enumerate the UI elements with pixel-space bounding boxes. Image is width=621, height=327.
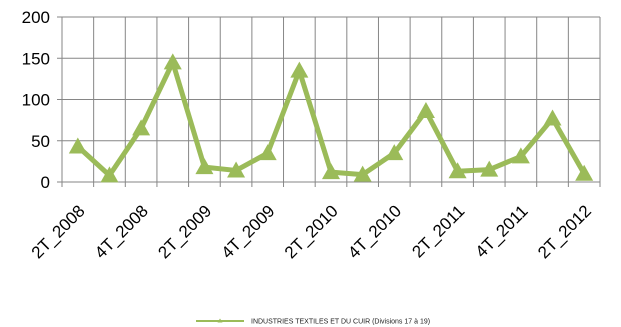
data-point-marker bbox=[511, 147, 530, 164]
series-group bbox=[68, 53, 594, 183]
x-tick-label: 4T_2010 bbox=[344, 201, 405, 262]
x-tick-label: 2T_2009 bbox=[154, 201, 215, 262]
y-tick-label: 0 bbox=[41, 173, 50, 192]
series-line bbox=[76, 59, 587, 178]
data-point-marker bbox=[100, 166, 119, 183]
data-point-marker bbox=[290, 61, 309, 78]
x-axis-tick-labels: 2T_2008 4T_2008 2T_2009 4T_2009 2T_2010 4T_20… bbox=[28, 201, 595, 262]
data-point-marker bbox=[322, 163, 340, 180]
data-point-marker bbox=[68, 137, 87, 154]
data-point-marker bbox=[258, 144, 277, 161]
y-tick-label: 200 bbox=[22, 8, 50, 27]
y-axis-tick-labels: 0 50 100 150 200 bbox=[22, 8, 50, 192]
grid-lines bbox=[62, 16, 601, 182]
data-point-marker bbox=[132, 119, 151, 136]
data-point-marker bbox=[195, 158, 214, 175]
data-point-marker bbox=[575, 164, 594, 181]
data-point-marker bbox=[353, 165, 372, 182]
legend-marker-swatch bbox=[217, 318, 223, 323]
x-tick-label: 2T_2010 bbox=[281, 201, 342, 262]
x-tick-label: 2T_2008 bbox=[28, 201, 89, 262]
legend: INDUSTRIES TEXTILES ET DU CUIR (Division… bbox=[196, 318, 430, 326]
data-point-marker bbox=[227, 161, 246, 178]
data-point-marker bbox=[385, 144, 404, 161]
data-point-marker bbox=[416, 102, 435, 119]
data-point-marker bbox=[480, 160, 499, 177]
x-tick-label: 4T_2009 bbox=[218, 201, 279, 262]
y-tick-label: 100 bbox=[22, 91, 50, 110]
x-tick-label: 2T_2011 bbox=[408, 201, 468, 261]
axes bbox=[57, 16, 601, 187]
x-tick-label: 4T_2008 bbox=[91, 201, 152, 262]
data-point-marker bbox=[163, 53, 182, 70]
data-point-marker bbox=[448, 162, 467, 179]
data-point-marker bbox=[543, 109, 562, 126]
x-tick-label: 4T_2011 bbox=[472, 201, 532, 261]
y-tick-label: 150 bbox=[22, 49, 50, 68]
x-tick-label: 2T_2012 bbox=[534, 201, 595, 262]
y-tick-label: 50 bbox=[31, 132, 50, 151]
legend-entry-label: INDUSTRIES TEXTILES ET DU CUIR (Division… bbox=[251, 319, 430, 326]
